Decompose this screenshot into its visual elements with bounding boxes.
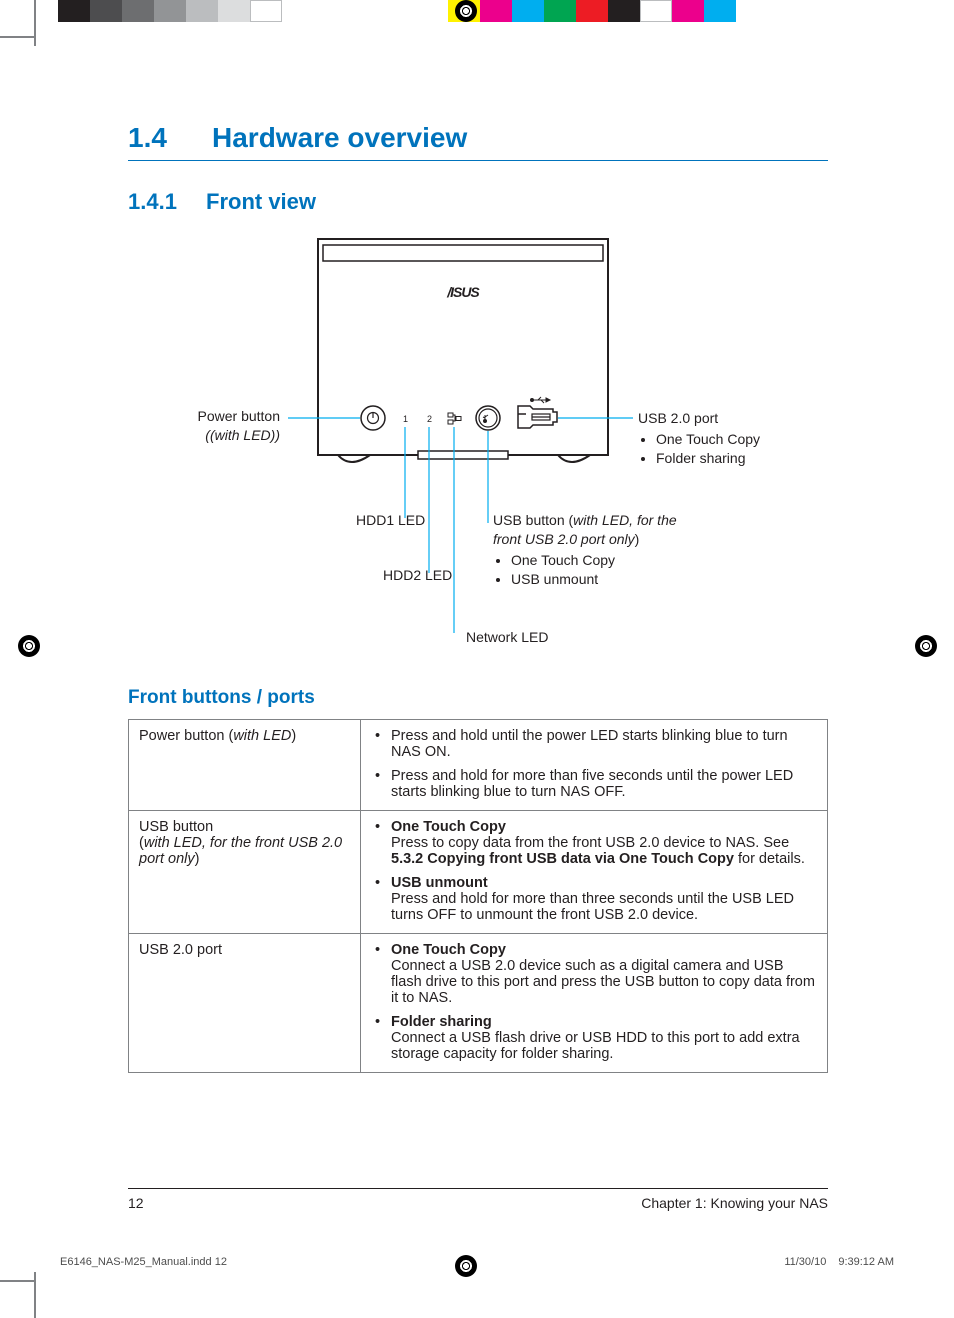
table-row: Power button (with LED) Press and hold u…	[129, 720, 828, 811]
print-slug: E6146_NAS-M25_Manual.indd 12 11/30/10 9:…	[60, 1256, 894, 1268]
subsection-title: Front view	[206, 189, 316, 214]
list-item: Press and hold for more than five second…	[371, 768, 817, 800]
label-usb-port: USB 2.0 port One Touch Copy Folder shari…	[638, 409, 760, 468]
label-network-led: Network LED	[466, 628, 548, 647]
page-footer: 12 Chapter 1: Knowing your NAS	[128, 1188, 828, 1211]
list-item: One Touch Copy Press to copy data from t…	[371, 819, 817, 867]
section-heading: 1.4Hardware overview	[128, 122, 828, 161]
port-desc-cell: One Touch Copy Connect a USB 2.0 device …	[361, 934, 828, 1073]
hdd1-number: 1	[403, 414, 408, 424]
port-name-cell: Power button (with LED)	[129, 720, 361, 811]
subsection-heading: 1.4.1Front view	[128, 189, 828, 215]
label-hdd1-led: HDD1 LED	[356, 511, 425, 530]
crop-mark	[0, 36, 34, 38]
registration-mark-icon	[455, 0, 477, 22]
list-item: One Touch Copy Connect a USB 2.0 device …	[371, 942, 817, 1006]
crop-mark	[34, 1272, 36, 1318]
label-power-button: Power button ((with LED))	[198, 407, 281, 445]
label-usb-button: USB button (with LED, for the front USB …	[493, 511, 703, 589]
ports-table: Power button (with LED) Press and hold u…	[128, 719, 828, 1073]
slug-time: 9:39:12 AM	[838, 1256, 894, 1268]
list-item: USB unmount Press and hold for more than…	[371, 875, 817, 923]
chapter-title: Chapter 1: Knowing your NAS	[641, 1195, 828, 1211]
hdd2-number: 2	[427, 414, 432, 424]
crop-mark	[34, 0, 36, 46]
label-hdd2-led: HDD2 LED	[383, 566, 452, 585]
registration-mark-icon	[915, 635, 937, 657]
colorbar-left	[58, 0, 282, 22]
svg-text:/ISUS: /ISUS	[446, 284, 480, 300]
front-view-diagram: /ISUS 1 2	[128, 233, 828, 663]
registration-mark-icon	[18, 635, 40, 657]
table-row: USB button (with LED, for the front USB …	[129, 811, 828, 934]
slug-date: 11/30/10	[784, 1256, 826, 1268]
port-desc-cell: One Touch Copy Press to copy data from t…	[361, 811, 828, 934]
subsection-number: 1.4.1	[128, 189, 206, 215]
slug-file: E6146_NAS-M25_Manual.indd 12	[60, 1256, 227, 1268]
list-item: Press and hold until the power LED start…	[371, 728, 817, 760]
table-row: USB 2.0 port One Touch Copy Connect a US…	[129, 934, 828, 1073]
table-heading: Front buttons / ports	[128, 687, 828, 709]
crop-mark	[0, 1280, 34, 1282]
section-title: Hardware overview	[212, 122, 467, 153]
port-name-cell: USB button (with LED, for the front USB …	[129, 811, 361, 934]
list-item: Folder sharing Connect a USB flash drive…	[371, 1014, 817, 1062]
colorbar-right	[448, 0, 736, 22]
section-number: 1.4	[128, 122, 212, 154]
port-name-cell: USB 2.0 port	[129, 934, 361, 1073]
port-desc-cell: Press and hold until the power LED start…	[361, 720, 828, 811]
page-number: 12	[128, 1195, 144, 1211]
